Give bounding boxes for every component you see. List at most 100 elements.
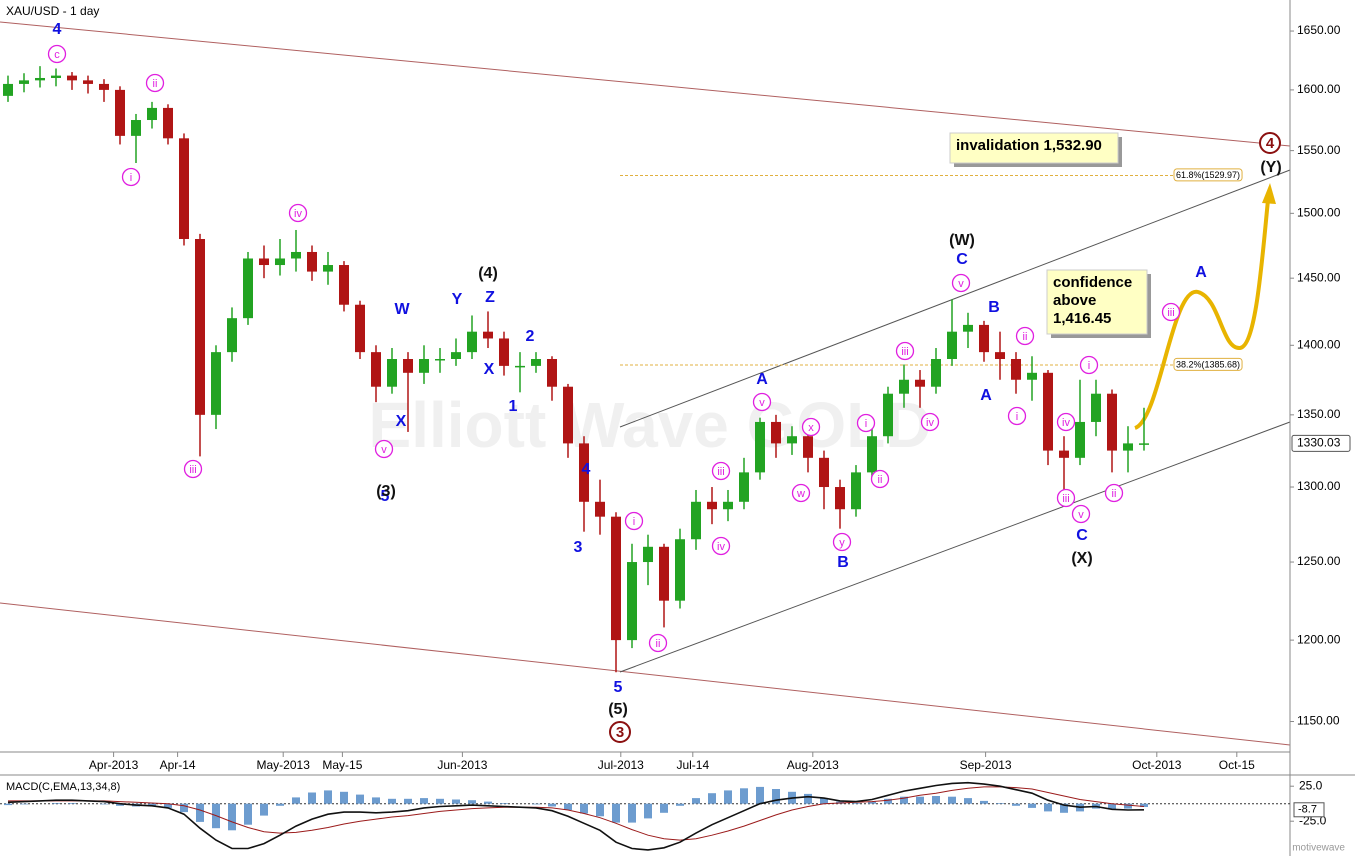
wave-label: 4 [53,21,62,38]
macd-hist [356,794,364,804]
wave-label: iv [1062,417,1070,429]
candle-body [1011,358,1021,380]
note-text: above [1053,292,1096,309]
macd-hist [4,803,12,806]
note-text: 1,416.45 [1053,310,1111,327]
macd-values [7,781,1145,851]
wave-label: B [837,554,849,571]
wave-circle [951,273,971,293]
wave-label: v [1078,509,1084,521]
macd-hist [916,796,924,804]
candle-body [259,258,269,266]
watermark: Elliott Wave GOLD [369,389,932,461]
macd-hist [452,799,460,804]
wave-label: y [839,537,845,549]
channel-line [0,21,1291,147]
wave-circle [801,417,821,437]
wave-label: 5 [381,488,390,505]
y-tick-label: 1150.00 [1297,714,1340,728]
candle-body [307,251,317,272]
macd-hist [52,803,60,804]
wave-label: (3) [376,483,396,500]
wave-circle [1056,488,1076,508]
wave-label: iii [901,346,908,358]
wave-label: ii [878,474,883,486]
wave-label: (4) [478,265,498,282]
macd-hist [308,792,316,804]
wave-circle [624,511,644,531]
channel-line [619,421,1291,673]
macd-hist [580,803,588,814]
macd-hist [724,790,732,804]
candle-body [931,358,941,387]
y-tick-label: 1600.00 [1297,82,1341,96]
macd-hist [276,803,284,806]
macd-hist [884,798,892,804]
macd-hist [564,803,572,810]
wave-circle [145,73,165,93]
macd-hist [708,793,716,804]
macd-hist [228,803,236,831]
wave-circle [1071,504,1091,524]
wave-label: A [980,387,992,404]
wave-label: i [633,516,635,528]
wave-label: iii [717,466,724,478]
candle-body [1027,372,1037,380]
x-tick-label: May-15 [322,758,362,772]
wave-label: A [1195,264,1207,281]
wave-label: X [396,413,407,430]
macd-hist [900,796,908,804]
wave-circle [183,459,203,479]
candle-body [1043,372,1053,451]
candle-body [947,331,957,359]
macd-last-label: -8.7 [1298,804,1317,816]
wave-label: A [756,371,768,388]
candle-body [787,436,797,444]
macd-hist [660,803,668,813]
note-box [1046,269,1148,335]
wave-label: C [956,251,968,268]
wave-label: W [394,301,410,318]
note-box [949,132,1119,164]
candle-body [323,265,333,272]
macd-hist [596,803,604,817]
wave-label: 5 [614,679,623,696]
candle-body [83,80,93,84]
wave-circle [374,439,394,459]
macd-hist [948,796,956,804]
projection-arrow [1262,183,1276,204]
candle-body [403,358,413,373]
macd-hist [372,797,380,804]
x-tick-label: Apr-2013 [89,758,139,772]
candle-body [163,107,173,139]
wave-circle [870,469,890,489]
candle-body [611,516,621,641]
macd-hist [692,798,700,804]
y-tick-label: 1650.00 [1297,23,1341,37]
macd-hist [164,803,172,808]
candle-body [899,379,909,394]
candle-body [243,258,253,319]
wave-label: 4 [1266,135,1275,152]
macd-hist [804,793,812,804]
candle-body [963,324,973,332]
x-tick-label: Oct-2013 [1132,758,1182,772]
macd-hist [772,789,780,804]
candle-body [387,358,397,387]
wave-circle [288,203,308,223]
candle-body [99,83,109,90]
wave-label: ii [1023,331,1028,343]
candle-body [371,352,381,387]
macd-hist [468,800,476,804]
macd-title: MACD(C,EMA,13,34,8) [6,781,120,793]
wave-label: iv [717,541,725,553]
candle-body [1123,443,1133,451]
y-tick-label: 1500.00 [1297,206,1341,220]
wave-label: v [381,444,387,456]
y-tick-label: 1550.00 [1297,143,1341,157]
macd-hist [196,803,204,822]
wave-label: iii [1062,493,1069,505]
macd-hist [20,803,28,805]
y-tick-label: 1300.00 [1297,479,1341,493]
